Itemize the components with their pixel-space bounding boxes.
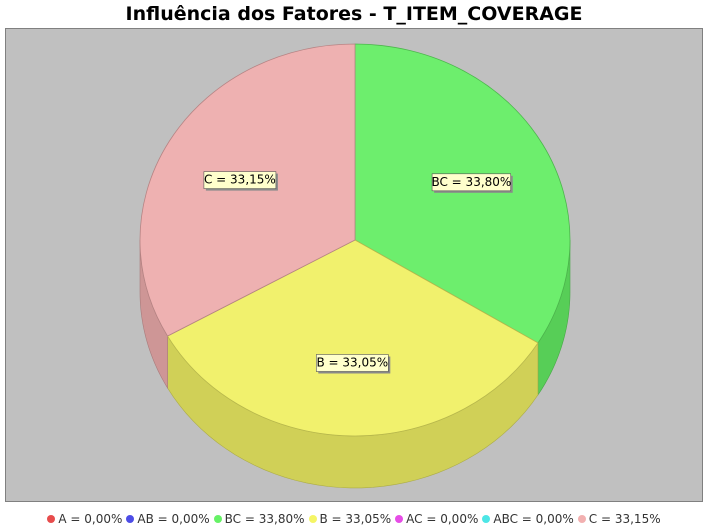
- legend-label: C = 33,15%: [588, 512, 661, 526]
- slice-label-box: [203, 171, 277, 189]
- legend-marker: [213, 515, 222, 523]
- plot-area: BC = 33,80% B = 33,05% C = 33,15%: [5, 28, 703, 502]
- slice-bc[interactable]: [354, 43, 571, 344]
- slice-label-text: B = 33,05%: [316, 356, 388, 370]
- legend-item-b: B = 33,05%: [308, 509, 392, 529]
- slice-label-c: C = 33,15%: [203, 171, 278, 191]
- slice-labels: BC = 33,80% B = 33,05% C = 33,15%: [203, 171, 513, 374]
- legend-marker: [126, 515, 135, 523]
- slice-label-text: BC = 33,80%: [431, 175, 511, 189]
- legend-marker: [395, 515, 404, 523]
- slice-label-box: [431, 173, 512, 192]
- slice-label-text: C = 33,15%: [204, 173, 276, 187]
- slice-label-box: [315, 354, 389, 372]
- legend: A = 0,00% AB = 0,00% BC = 33,80% B = 33,05%…: [0, 509, 708, 529]
- legend-label: ABC = 0,00%: [493, 512, 574, 526]
- legend-item-c: C = 33,15%: [577, 509, 661, 529]
- slice-label-b: B = 33,05%: [315, 354, 391, 374]
- slice-label-bc: BC = 33,80%: [431, 173, 513, 193]
- pie-chart: BC = 33,80% B = 33,05% C = 33,15%: [139, 43, 571, 489]
- legend-item-bc: BC = 33,80%: [213, 509, 305, 529]
- legend-label: B = 33,05%: [319, 512, 392, 526]
- pie-slices: [139, 43, 571, 437]
- legend-marker: [47, 515, 56, 523]
- legend-label: A = 0,00%: [58, 512, 123, 526]
- legend-item-a: A = 0,00%: [47, 509, 122, 529]
- legend-label: AB = 0,00%: [137, 512, 210, 526]
- chart-title: Influência dos Fatores - T_ITEM_COVERAGE: [125, 3, 583, 25]
- legend-label: BC = 33,80%: [224, 512, 305, 526]
- legend-item-ab: AB = 0,00%: [126, 509, 210, 529]
- legend-label: AC = 0,00%: [406, 512, 479, 526]
- legend-item-ac: AC = 0,00%: [395, 509, 478, 529]
- legend-item-abc: ABC = 0,00%: [482, 509, 574, 529]
- legend-marker: [482, 515, 491, 523]
- legend-marker: [577, 515, 586, 523]
- legend-marker: [308, 515, 317, 523]
